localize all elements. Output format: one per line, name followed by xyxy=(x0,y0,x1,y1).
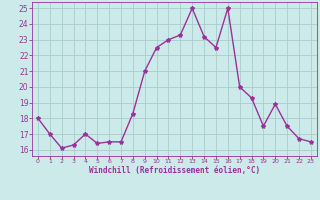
X-axis label: Windchill (Refroidissement éolien,°C): Windchill (Refroidissement éolien,°C) xyxy=(89,166,260,175)
